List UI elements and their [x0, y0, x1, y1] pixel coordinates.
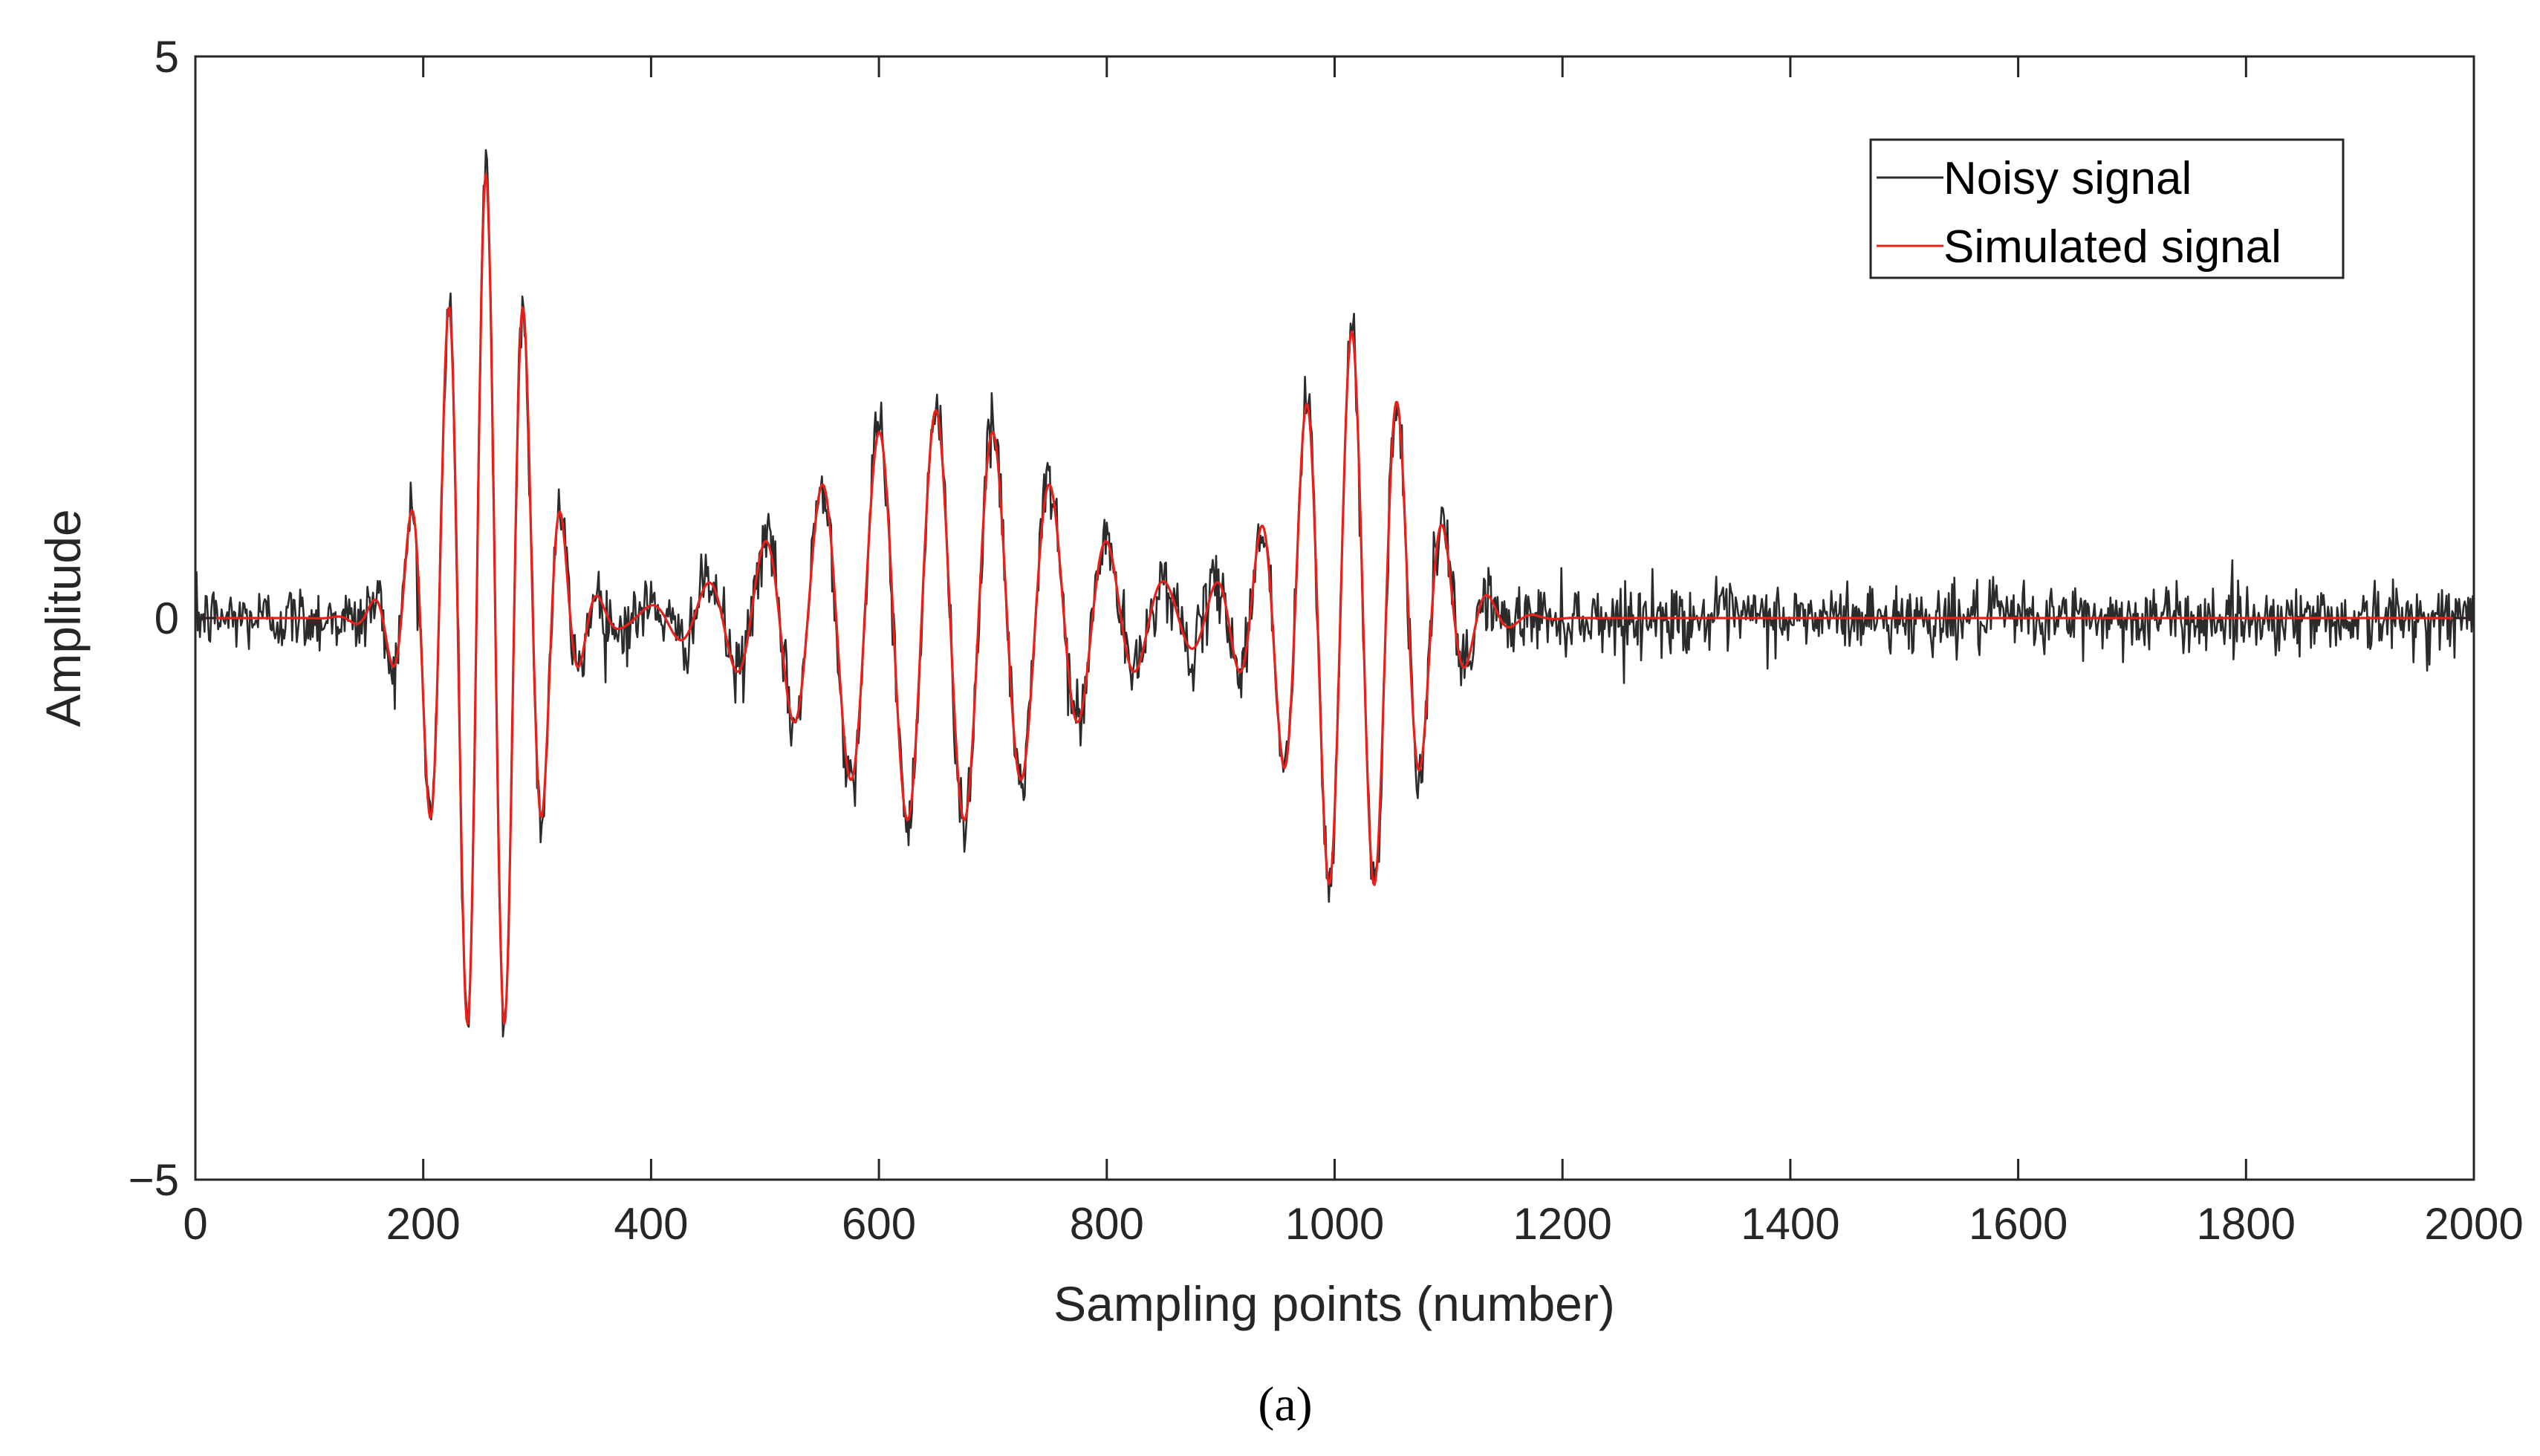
x-tick-label: 1400 [1741, 1199, 1839, 1249]
x-tick-label: 400 [614, 1199, 688, 1249]
x-tick-label: 200 [386, 1199, 461, 1249]
x-tick-label: 1200 [1513, 1199, 1611, 1249]
series-line-simulated-signal [196, 172, 2475, 1026]
y-tick-label: 5 [155, 32, 179, 82]
x-tick-label: 0 [183, 1199, 207, 1249]
x-tick-label: 1800 [2197, 1199, 2296, 1249]
x-tick-label: 800 [1070, 1199, 1144, 1249]
x-tick-label: 1600 [1969, 1199, 2068, 1249]
x-tick-label: 1000 [1285, 1199, 1384, 1249]
legend-label-simulated-signal: Simulated signal [1943, 221, 2281, 273]
legend-box [1869, 138, 2345, 279]
figure-caption: (a) [1258, 1377, 1312, 1431]
y-tick-label: 0 [155, 594, 179, 643]
x-tick-label: 600 [842, 1199, 916, 1249]
series-layer [195, 149, 2475, 1038]
x-tick-label: 2000 [2424, 1199, 2523, 1249]
legend: Noisy signal Simulated signal [1869, 138, 2345, 279]
y-axis-title: Amplitude [36, 509, 91, 727]
y-tick-label: −5 [129, 1155, 179, 1205]
y-axis: −5 0 5 [129, 32, 2474, 1205]
legend-label-noisy-signal: Noisy signal [1943, 153, 2192, 204]
x-axis: 0 200 400 600 800 1000 1200 1400 1600 1800 2000 [183, 56, 2524, 1249]
x-axis-title: Sampling points (number) [1053, 1276, 1615, 1331]
